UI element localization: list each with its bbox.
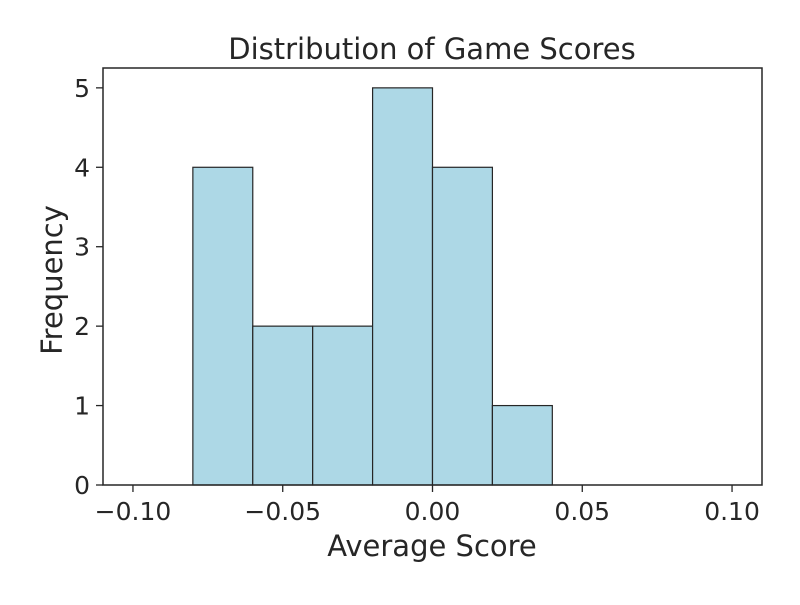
y-tick-label: 1 [74,392,90,421]
x-tick-label: 0.10 [704,497,760,526]
y-tick-label: 3 [74,233,90,262]
x-tick-label: 0.00 [405,497,461,526]
histogram-bar [371,87,434,486]
histogram-bar [312,325,374,486]
histogram-bar [431,166,494,486]
x-tick-label: 0.05 [554,497,610,526]
y-tick-label: 0 [74,471,90,500]
y-axis-label: Frequency [35,205,69,355]
y-tick-label: 5 [74,74,90,103]
bars-group [192,87,553,486]
histogram-bar [252,325,314,486]
x-axis: −0.10 −0.05 0.00 0.05 0.10 [95,485,760,526]
y-axis: 0 1 2 3 4 5 [74,74,103,500]
y-tick-label: 2 [74,312,90,341]
chart-title: Distribution of Game Scores [228,32,635,66]
histogram-bar [192,166,254,486]
x-axis-label: Average Score [327,529,537,563]
x-tick-label: −0.10 [95,497,172,526]
histogram-bar [491,404,553,486]
y-tick-label: 4 [74,153,90,182]
x-tick-label: −0.05 [244,497,321,526]
